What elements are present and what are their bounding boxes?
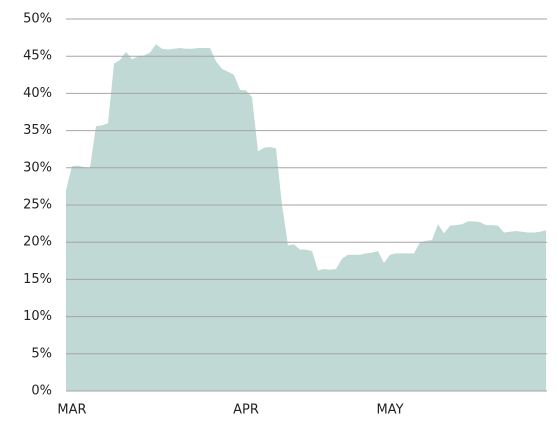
y-tick-label: 30%	[23, 160, 52, 175]
x-tick-label: MAR	[57, 403, 86, 418]
x-tick-label: APR	[233, 403, 259, 418]
y-tick-label: 15%	[23, 272, 52, 287]
y-tick-label: 50%	[23, 12, 52, 27]
y-tick-label: 35%	[23, 123, 52, 138]
y-tick-label: 40%	[23, 86, 52, 101]
y-tick-label: 0%	[31, 384, 52, 399]
y-tick-label: 10%	[23, 309, 52, 324]
area	[66, 44, 546, 392]
y-tick-label: 5%	[31, 346, 52, 361]
y-tick-label: 45%	[23, 49, 52, 64]
y-tick-label: 20%	[23, 235, 52, 250]
y-tick-label: 25%	[23, 198, 52, 213]
x-tick-label: MAY	[376, 403, 403, 418]
